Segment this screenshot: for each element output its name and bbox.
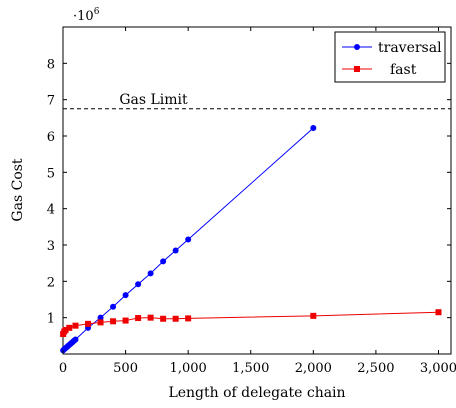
legend-fast-marker [354,66,360,72]
gas-limit-label: Gas Limit [119,92,188,108]
data-point-fast [97,319,104,326]
series-traversal [60,125,317,354]
data-point-fast [110,318,117,325]
data-point-fast [310,312,317,319]
y-tick-label: 5 [47,166,55,181]
y-scale-exponent: 6 [94,7,100,17]
data-point-traversal [97,314,104,321]
legend-box [334,31,446,83]
x-tick-label: 2,000 [295,361,332,376]
x-tick-label: 1,500 [232,361,269,376]
x-axis-label: Length of delegate chain [168,385,345,401]
data-point-fast [66,324,73,331]
data-point-fast [135,315,142,322]
data-point-traversal [147,270,154,277]
y-tick-label: 3 [47,239,55,254]
data-point-fast [160,315,167,322]
data-point-traversal [310,125,317,132]
x-tick-label: 0 [59,361,67,376]
data-point-traversal [135,281,142,288]
legend: traversal fast [334,31,446,83]
series-layer [60,125,442,354]
y-tick-label: 7 [47,94,55,109]
data-point-traversal [160,258,167,265]
y-scale-label: ·106 [73,7,100,24]
data-point-fast [62,327,69,334]
legend-fast-label: fast [390,62,417,78]
data-point-fast [122,317,129,324]
data-point-fast [435,309,442,316]
series-fast [60,309,442,338]
y-tick-label: 6 [47,130,55,145]
data-point-traversal [122,292,129,299]
x-tick-label: 3,000 [420,361,456,376]
data-point-fast [147,314,154,321]
data-point-traversal [72,336,79,343]
legend-traversal-marker [354,44,360,50]
y-tick-label: 4 [47,203,55,218]
data-point-fast [85,320,92,327]
x-axis-ticks: 0 500 1,000 1,500 2,000 2,500 3,000 [59,27,456,376]
legend-traversal-label: traversal [378,40,442,56]
x-tick-label: 500 [113,361,138,376]
x-tick-label: 2,500 [357,361,394,376]
y-tick-label: 8 [47,57,55,72]
y-tick-label: 2 [47,275,55,290]
x-tick-label: 1,000 [170,361,207,376]
data-point-traversal [110,303,117,310]
y-axis-ticks: 1 2 3 4 5 6 7 8 [47,57,451,327]
data-point-fast [72,322,79,329]
y-tick-label: 1 [47,312,55,327]
reference-line-layer: Gas Limit [63,92,451,110]
y-axis-label: Gas Cost [10,158,26,221]
data-point-traversal [185,236,192,243]
data-point-fast [172,315,179,322]
data-point-fast [185,315,192,322]
data-point-traversal [172,247,179,254]
